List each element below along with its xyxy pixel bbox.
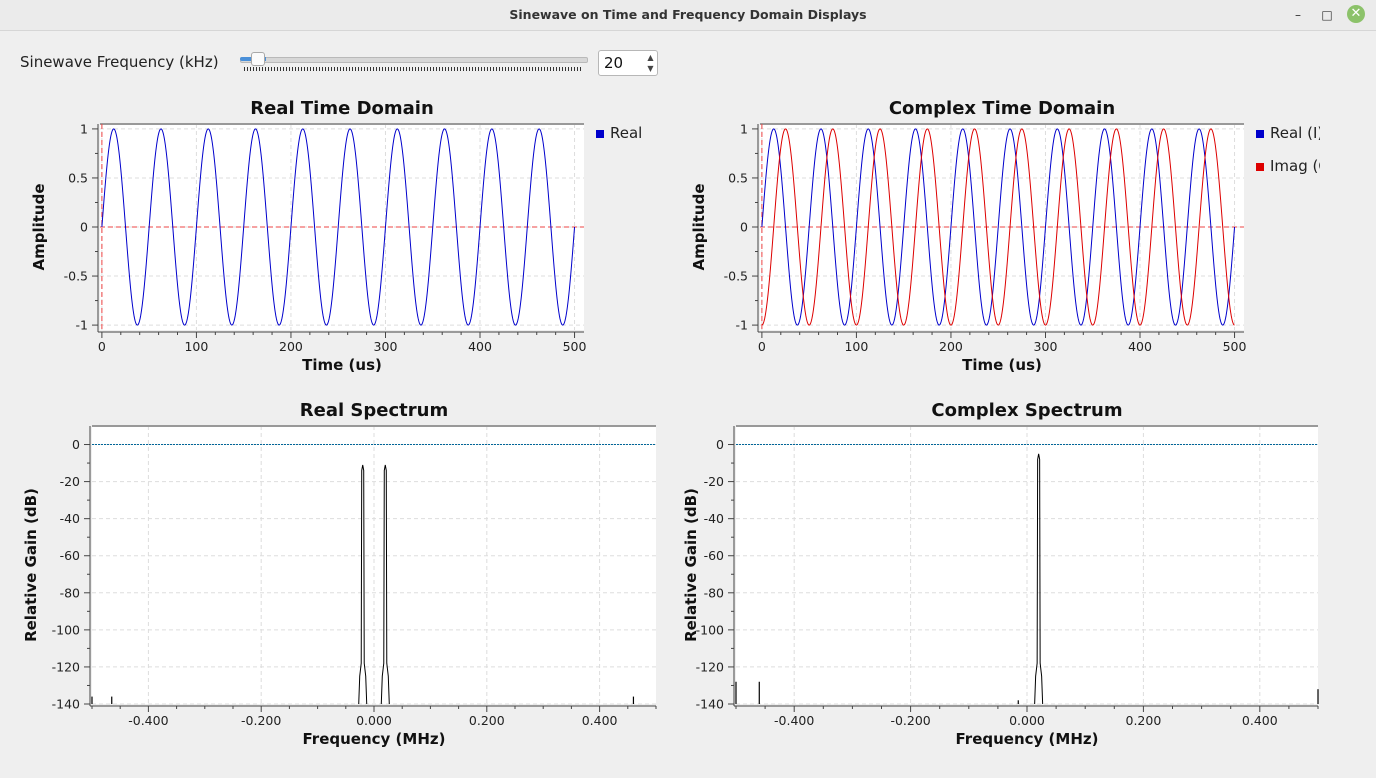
complex-time-domain-plot: 0 100 200 300 400 500 1 0.5 0 -0.5 -1 Complex Time … (660, 88, 1320, 388)
minimize-icon[interactable]: – (1295, 8, 1301, 22)
spectrum-plot-svg: -0.400 -0.200 0.000 0.200 0.400 0 -20 -40 -60 -80… (22, 400, 657, 748)
frequency-slider[interactable] (240, 57, 588, 63)
y-axis-label: Amplitude (690, 183, 708, 270)
spin-down-icon[interactable]: ▼ (647, 64, 654, 73)
y-tick-label: 1 (740, 121, 748, 136)
y-tick-label: 0 (80, 220, 88, 235)
time-plot-svg: 0 100 200 300 400 500 1 0.5 0 -0.5 -1 Real Time Dom… (30, 98, 642, 374)
x-tick-label: -0.200 (241, 713, 281, 728)
x-tick-label: 100 (844, 339, 868, 354)
y-tick-label: -20 (704, 474, 724, 489)
y-tick-label: -20 (60, 474, 80, 489)
y-tick-label: -1 (736, 318, 748, 333)
time-plot-svg: 0 100 200 300 400 500 1 0.5 0 -0.5 -1 Complex Time … (690, 98, 1320, 374)
y-tick-label: -80 (60, 585, 80, 600)
x-tick-label: 0.200 (1126, 713, 1162, 728)
y-tick-label: -100 (696, 622, 724, 637)
y-tick-label: -40 (704, 511, 724, 526)
window-titlebar: Sinewave on Time and Frequency Domain Di… (0, 0, 1376, 31)
x-tick-label: 100 (184, 339, 208, 354)
x-axis-label: Frequency (MHz) (956, 730, 1099, 748)
x-tick-label: 0.000 (1009, 713, 1045, 728)
y-tick-label: -140 (696, 697, 724, 712)
x-tick-label: 0 (98, 339, 106, 354)
y-tick-label: -120 (52, 659, 80, 674)
x-tick-label: 500 (563, 339, 587, 354)
series-line-real (101, 128, 576, 326)
x-tick-label: 200 (279, 339, 303, 354)
y-tick-label: -0.5 (64, 269, 88, 284)
y-tick-label: -120 (696, 659, 724, 674)
x-tick-label: 0.400 (1242, 713, 1278, 728)
legend-label: Real (I) (1270, 124, 1320, 142)
legend-label: Real (610, 124, 642, 142)
spectrum-peak (1034, 453, 1044, 705)
plot-title: Real Time Domain (250, 98, 434, 119)
y-axis-label: Relative Gain (dB) (682, 488, 700, 642)
plot-canvas (92, 426, 656, 704)
x-tick-label: 0 (758, 339, 766, 354)
y-tick-label: -80 (704, 585, 724, 600)
x-tick-label: 400 (1128, 339, 1152, 354)
x-axis-label: Frequency (MHz) (303, 730, 446, 748)
x-tick-label: -0.400 (128, 713, 168, 728)
x-tick-label: 500 (1223, 339, 1247, 354)
spectrum-peak (380, 464, 390, 705)
y-tick-label: -100 (52, 622, 80, 637)
y-tick-label: -60 (60, 548, 80, 563)
plot-canvas (736, 426, 1318, 704)
plot-title: Complex Time Domain (889, 98, 1115, 119)
y-tick-label: 0 (72, 437, 80, 452)
x-tick-label: 400 (468, 339, 492, 354)
frequency-slider-handle[interactable] (251, 52, 265, 66)
spectrum-plot-svg: -0.400 -0.200 0.000 0.200 0.400 0 -20 -40 -60 -80… (682, 400, 1319, 748)
y-tick-label: -140 (52, 697, 80, 712)
maximize-icon[interactable]: □ (1321, 8, 1333, 22)
x-tick-label: -0.200 (890, 713, 930, 728)
grid-lines (736, 426, 1318, 705)
x-axis-label: Time (us) (302, 356, 382, 374)
legend-label: Imag (Q) (1270, 157, 1320, 175)
y-tick-label: 0 (740, 220, 748, 235)
x-tick-label: 300 (1034, 339, 1058, 354)
close-icon[interactable]: ✕ (1347, 5, 1365, 23)
x-tick-label: 0.000 (356, 713, 392, 728)
y-axis-label: Amplitude (30, 183, 48, 270)
y-tick-label: 0.5 (68, 170, 88, 185)
spectrum-peak (358, 464, 368, 705)
series-line-real (761, 128, 1236, 326)
grid-lines (92, 426, 656, 705)
frequency-label: Sinewave Frequency (kHz) (20, 53, 219, 71)
frequency-spinbox-value[interactable]: 20 (604, 54, 624, 72)
complex-spectrum-plot: -0.400 -0.200 0.000 0.200 0.400 0 -20 -40 -60 -80… (660, 392, 1320, 762)
frequency-slider-ticks (244, 67, 582, 71)
frequency-spinbox[interactable]: 20 ▲ ▼ (598, 50, 658, 76)
y-tick-label: 1 (80, 121, 88, 136)
plot-title: Complex Spectrum (931, 400, 1122, 421)
y-tick-label: -40 (60, 511, 80, 526)
spin-up-icon[interactable]: ▲ (647, 53, 654, 62)
x-axis-label: Time (us) (962, 356, 1042, 374)
x-tick-label: 0.200 (469, 713, 505, 728)
x-tick-label: 300 (374, 339, 398, 354)
y-tick-label: 0 (716, 437, 724, 452)
legend-swatch (596, 130, 604, 138)
legend-swatch (1256, 130, 1264, 138)
legend-swatch (1256, 163, 1264, 171)
y-tick-label: -60 (704, 548, 724, 563)
real-time-domain-plot: 0 100 200 300 400 500 1 0.5 0 -0.5 -1 Real Time Dom… (0, 88, 660, 388)
y-tick-label: -0.5 (724, 269, 748, 284)
window-title: Sinewave on Time and Frequency Domain Di… (509, 7, 867, 22)
y-tick-label: 0.5 (728, 170, 748, 185)
x-tick-label: -0.400 (774, 713, 814, 728)
x-tick-label: 200 (939, 339, 963, 354)
x-tick-label: 0.400 (582, 713, 618, 728)
y-tick-label: -1 (76, 318, 88, 333)
real-spectrum-plot: -0.400 -0.200 0.000 0.200 0.400 0 -20 -40 -60 -80… (0, 392, 660, 762)
y-axis-label: Relative Gain (dB) (22, 488, 40, 642)
plot-title: Real Spectrum (300, 400, 448, 421)
series-line-imag (761, 128, 1235, 326)
